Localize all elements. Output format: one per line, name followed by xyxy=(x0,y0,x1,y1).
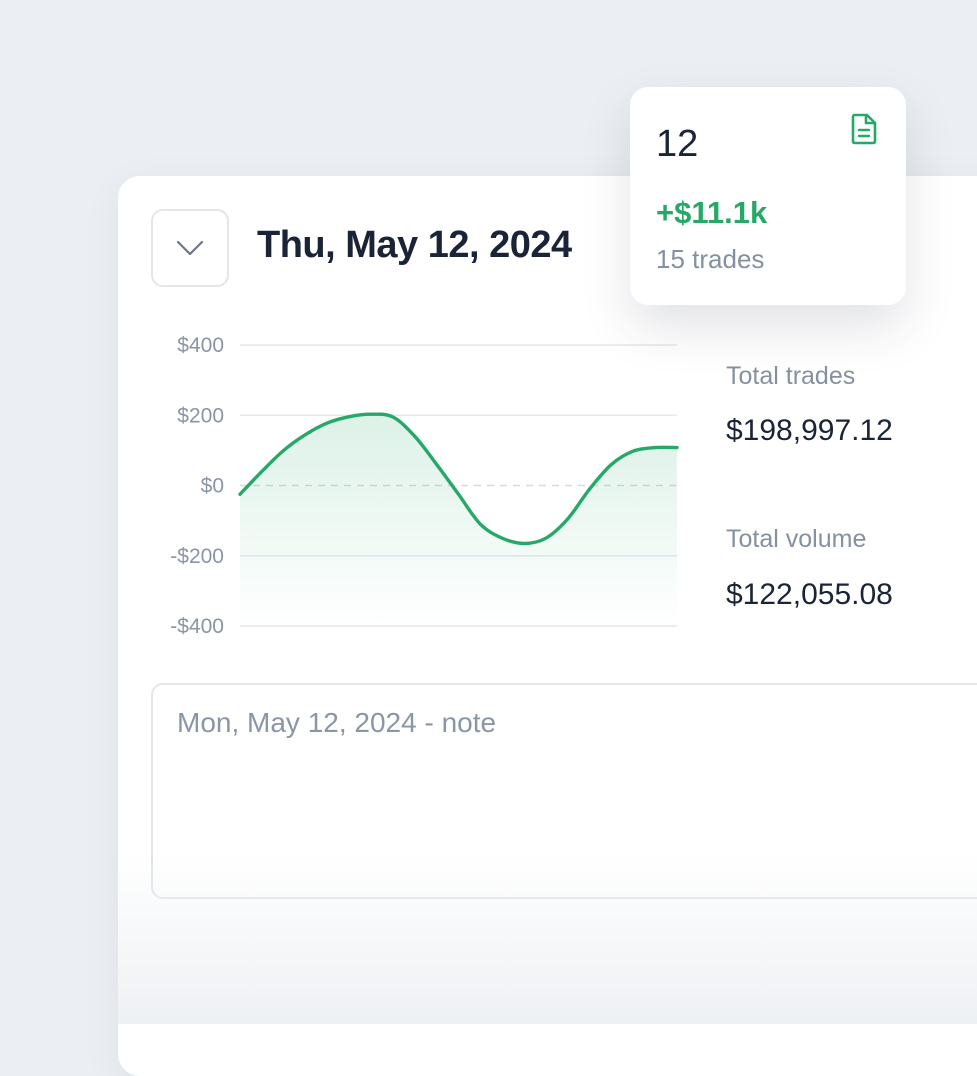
chart-area-fill xyxy=(240,414,677,626)
popup-pnl: +$11.1k xyxy=(656,195,768,230)
total-volume-value: $122,055.08 xyxy=(726,578,893,611)
y-tick-label: -$200 xyxy=(170,545,224,568)
day-summary-popup: 12 +$11.1k 15 trades xyxy=(630,87,906,305)
document-icon[interactable] xyxy=(850,113,878,145)
popup-trades: 15 trades xyxy=(656,244,765,274)
pnl-chart: $400 $200 $0 -$200 -$400 xyxy=(170,334,679,638)
day-title: Thu, May 12, 2024 xyxy=(257,224,572,266)
chevron-down-icon xyxy=(176,240,204,256)
total-volume-label: Total volume xyxy=(726,525,867,553)
collapse-toggle-button[interactable] xyxy=(151,209,229,287)
y-tick-label: $200 xyxy=(177,404,224,427)
y-tick-label: $0 xyxy=(201,475,224,498)
total-trades-value: $198,997.12 xyxy=(726,414,893,447)
y-tick-label: -$400 xyxy=(170,615,224,638)
chart-series-line xyxy=(238,412,679,546)
popup-count: 12 xyxy=(656,123,699,165)
note-input[interactable] xyxy=(151,683,977,899)
total-trades-label: Total trades xyxy=(726,362,856,390)
y-tick-label: $400 xyxy=(177,334,224,357)
